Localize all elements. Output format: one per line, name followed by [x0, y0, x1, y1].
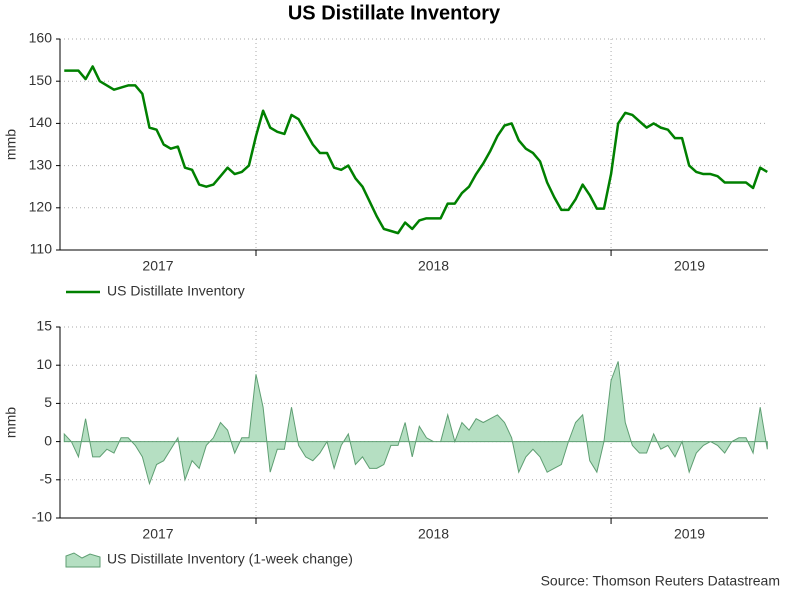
- x-tick-label: 2018: [418, 258, 449, 274]
- y-tick-label: 120: [29, 199, 53, 215]
- chart-title: US Distillate Inventory: [288, 2, 501, 24]
- y-tick-label: 130: [29, 156, 53, 172]
- y-tick-label: 110: [30, 241, 53, 257]
- y-tick-label: 150: [29, 72, 53, 88]
- legend-label: US Distillate Inventory (1-week change): [107, 551, 353, 567]
- source-note: Source: Thomson Reuters Datastream: [541, 573, 780, 589]
- y-tick-label: 160: [29, 30, 53, 46]
- y-tick-label: 140: [29, 114, 53, 130]
- y-tick-label: -5: [40, 471, 53, 487]
- legend-swatch: [65, 552, 101, 568]
- legend-label: US Distillate Inventory: [107, 283, 245, 299]
- y-tick-label: 0: [44, 432, 52, 448]
- y-axis-label: mmb: [3, 129, 19, 160]
- y-tick-label: 10: [36, 356, 52, 372]
- y-tick-label: 15: [36, 318, 52, 334]
- x-tick-label: 2019: [674, 526, 705, 542]
- x-tick-label: 2018: [418, 526, 449, 542]
- series-area: [63, 361, 768, 486]
- x-tick-label: 2019: [674, 258, 705, 274]
- x-tick-label: 2017: [142, 258, 173, 274]
- y-tick-label: 5: [44, 394, 52, 410]
- x-tick-label: 2017: [142, 526, 173, 542]
- series-line: [64, 65, 768, 235]
- y-axis-label: mmb: [3, 407, 19, 438]
- y-tick-label: -10: [32, 509, 52, 525]
